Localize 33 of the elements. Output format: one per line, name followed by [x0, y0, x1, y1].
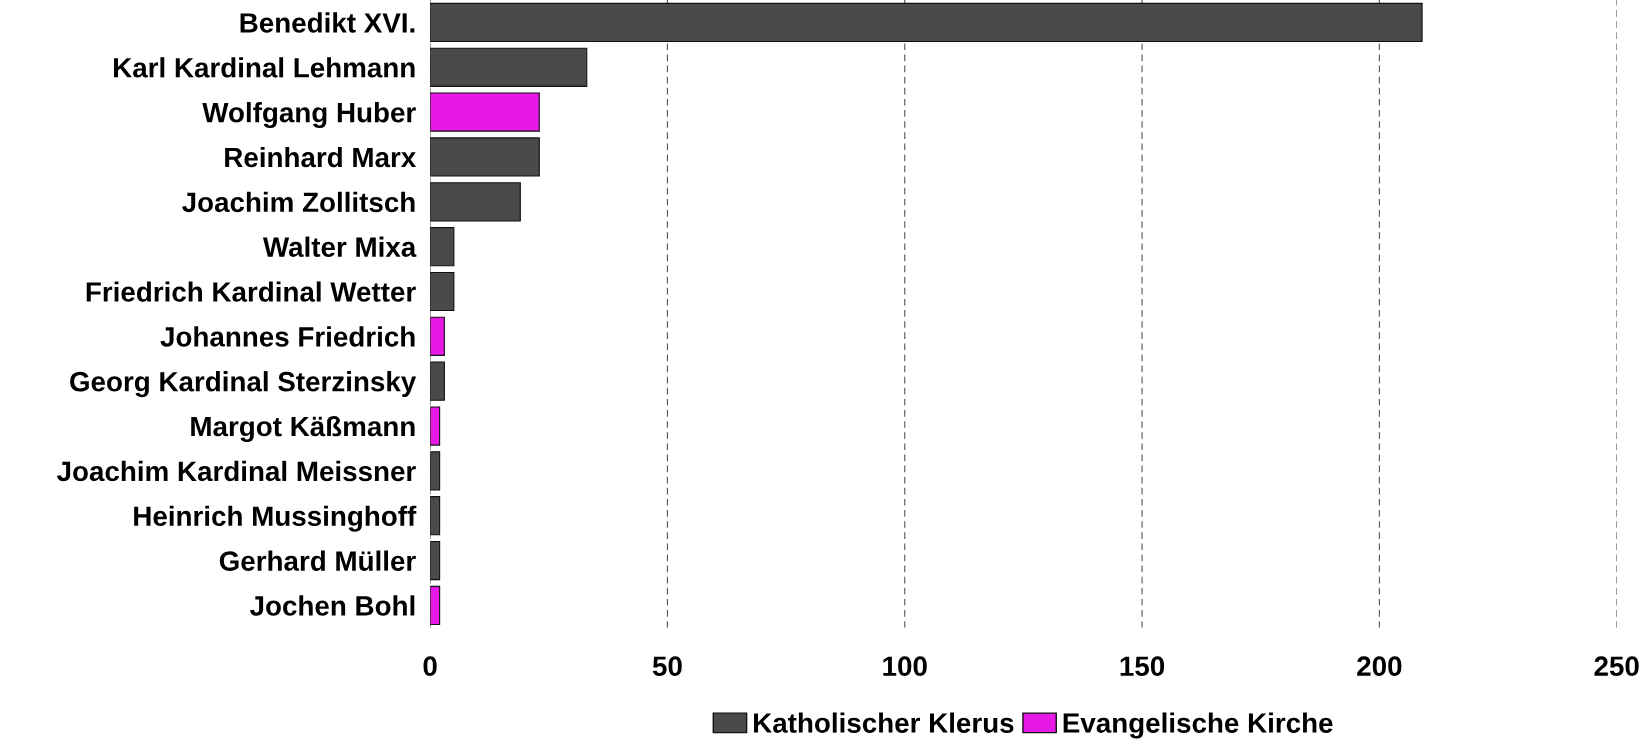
y-tick-label: Jochen Bohl: [249, 595, 415, 616]
bar: [430, 227, 455, 267]
bar: [430, 137, 540, 177]
y-tick-label: Benedikt XVI.: [240, 12, 415, 33]
bar: [430, 271, 455, 312]
y-tick-label: Margot Käßmann: [191, 415, 415, 442]
bar: [430, 496, 441, 536]
bar: [430, 182, 521, 222]
y-tick-label: Wolfgang Huber: [202, 102, 416, 129]
bar: [430, 316, 445, 356]
y-tick-label: Reinhard Marx: [225, 146, 417, 168]
bar: [430, 406, 441, 446]
y-tick-label: Johannes Friedrich: [160, 326, 415, 347]
y-tick-label: Karl Kardinal Lehmann: [114, 57, 415, 78]
y-tick-label: Georg Kardinal Sterzinsky: [70, 371, 417, 398]
y-tick-label: Joachim Kardinal Meissner: [56, 460, 416, 482]
y-tick-label: Heinrich Mussinghoff: [134, 505, 417, 532]
x-tick-label: 50: [652, 656, 682, 677]
y-tick-label: Walter Mixa: [262, 236, 417, 257]
legend-label: Evangelische Kirche: [1063, 712, 1333, 739]
bar: [430, 361, 445, 401]
x-tick-label: 200: [1357, 656, 1402, 677]
bar: [430, 451, 441, 491]
x-tick-label: 100: [883, 656, 927, 677]
y-tick-label: Gerhard Müller: [219, 550, 416, 571]
bar: [430, 47, 588, 87]
x-tick-label: 150: [1120, 656, 1165, 677]
bar: [430, 92, 540, 132]
y-tick-label: Friedrich Kardinal Wetter: [86, 281, 416, 302]
legend-label: Katholischer Klerus: [754, 712, 1014, 733]
x-tick-label: 0: [423, 656, 437, 677]
y-tick-label: Joachim Zollitsch: [182, 191, 415, 213]
x-tick-label: 250: [1594, 656, 1639, 677]
